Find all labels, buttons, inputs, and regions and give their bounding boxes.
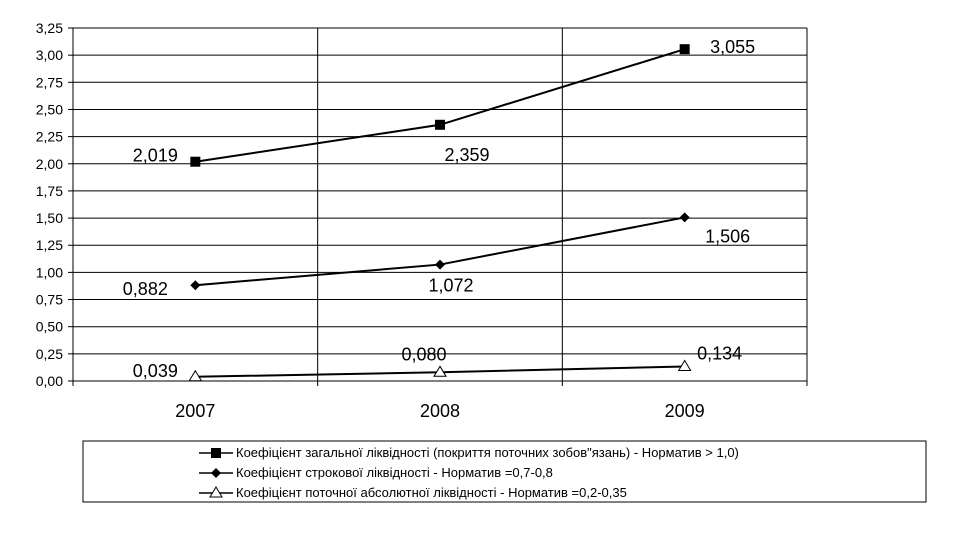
data-point-diamond <box>435 259 445 270</box>
data-label: 0,039 <box>133 361 178 381</box>
y-tick-label: 2,00 <box>36 156 63 172</box>
data-point-diamond <box>211 468 221 478</box>
y-tick-label: 0,25 <box>36 346 63 362</box>
y-tick-label: 1,50 <box>36 210 63 226</box>
data-point-triangle <box>677 359 692 371</box>
y-tick-label: 3,00 <box>36 47 63 63</box>
legend-label: Коефіцієнт загальної ліквідності (покрит… <box>236 445 739 460</box>
data-point-square <box>435 119 445 130</box>
data-label: 1,072 <box>428 276 473 296</box>
y-tick-label: 2,50 <box>36 101 63 117</box>
y-tick-label: 0,00 <box>36 373 63 389</box>
y-tick-label: 1,00 <box>36 264 63 280</box>
legend-box <box>82 440 927 503</box>
data-label: 3,055 <box>710 37 755 57</box>
legend-label: Коефіцієнт поточної абсолютної ліквіднос… <box>236 485 627 500</box>
legend-label: Коефіцієнт строкової ліквідності - Норма… <box>236 465 553 480</box>
legend-entry-3: Коефіцієнт поточної абсолютної ліквіднос… <box>199 485 627 500</box>
y-tick-label: 3,25 <box>36 20 63 36</box>
y-tick-label: 1,25 <box>36 237 63 253</box>
series-line <box>195 48 685 163</box>
y-tick-label: 0,75 <box>36 292 63 308</box>
legend-entry-2: Коефіцієнт строкової ліквідності - Норма… <box>199 465 553 480</box>
x-tick-label: 2007 <box>175 401 215 421</box>
data-point-triangle <box>433 365 447 377</box>
x-axis-ticks: 2007 2008 2009 <box>72 381 808 421</box>
y-tick-label: 2,25 <box>36 129 63 145</box>
x-tick-label: 2009 <box>665 401 705 421</box>
data-label: 0,134 <box>697 343 742 363</box>
series-2: 0,882 1,072 1,506 <box>123 212 750 299</box>
legend-entry-1: Коефіцієнт загальної ліквідності (покрит… <box>199 445 739 460</box>
y-tick-label: 2,75 <box>36 74 63 90</box>
series-3: 0,039 0,080 0,134 <box>133 343 742 382</box>
x-tick-label: 2008 <box>420 401 460 421</box>
series-group: 2,019 2,359 3,055 0,882 1,072 1,506 0,039 0,080… <box>123 37 755 382</box>
data-point-square <box>679 44 690 55</box>
y-tick-label: 0,50 <box>36 319 63 335</box>
series-1: 2,019 2,359 3,055 <box>133 37 755 167</box>
data-point-square <box>190 156 201 167</box>
data-point-triangle <box>209 486 223 498</box>
data-label: 2,019 <box>133 146 178 166</box>
data-point-diamond <box>190 280 201 291</box>
data-label: 0,080 <box>401 344 446 364</box>
y-axis-ticks: 0,00 0,25 0,50 0,75 1,00 1,25 1,50 1,75 2,00 2,25… <box>36 20 73 389</box>
grid <box>72 27 808 382</box>
data-point-diamond <box>679 212 690 223</box>
data-label: 0,882 <box>123 279 168 299</box>
data-label: 2,359 <box>444 145 489 165</box>
data-point-triangle <box>188 369 203 382</box>
legend: Коефіцієнт загальної ліквідності (покрит… <box>82 440 927 503</box>
y-tick-label: 1,75 <box>36 183 63 199</box>
data-label: 1,506 <box>705 226 750 246</box>
data-point-square <box>211 448 221 458</box>
